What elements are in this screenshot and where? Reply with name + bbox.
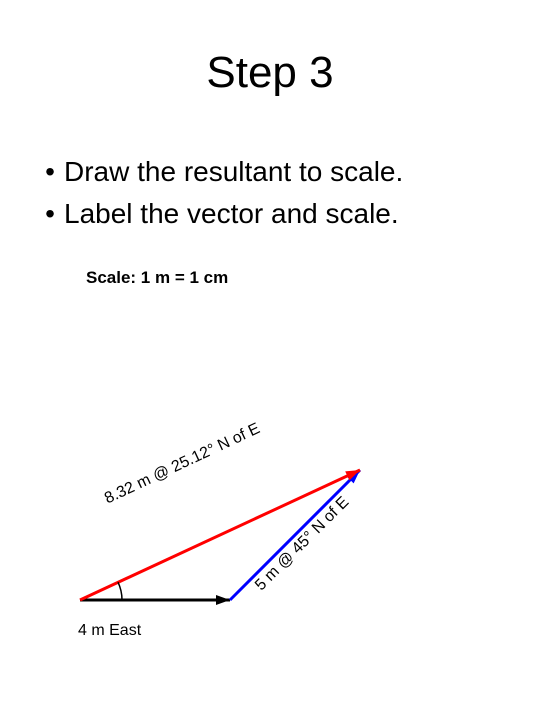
scale-label: Scale: 1 m = 1 cm [86, 268, 540, 288]
bullet-list: • Draw the resultant to scale. • Label t… [36, 154, 520, 232]
bullet-text: Draw the resultant to scale. [64, 154, 403, 190]
list-item: • Draw the resultant to scale. [36, 154, 520, 190]
vector-label-east: 4 m East [78, 622, 141, 640]
list-item: • Label the vector and scale. [36, 196, 520, 232]
vector-diagram: 4 m East 5 m @ 45° N of E 8.32 m @ 25.12… [0, 360, 540, 720]
bullet-dot-icon: • [36, 196, 64, 232]
page-title: Step 3 [0, 0, 540, 98]
diagram-svg [0, 360, 540, 720]
bullet-dot-icon: • [36, 154, 64, 190]
bullet-text: Label the vector and scale. [64, 196, 399, 232]
